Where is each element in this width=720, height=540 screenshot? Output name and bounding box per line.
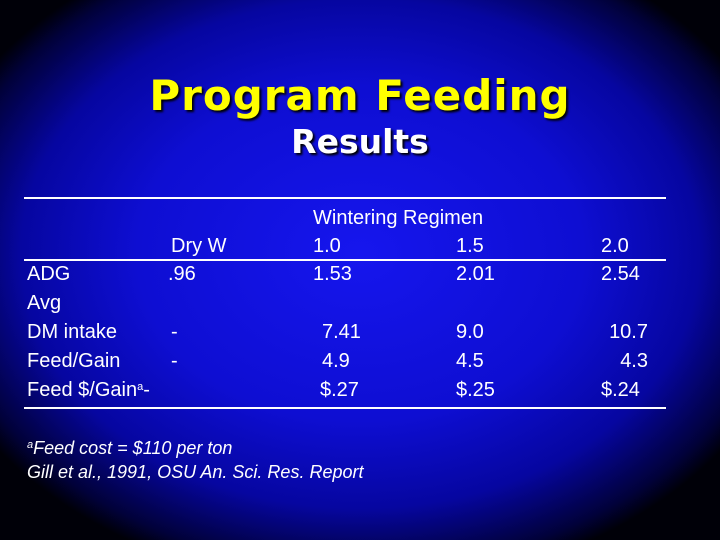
cell-dm-1-0: 7.41 [322, 321, 361, 343]
footnote-marker-a: a [137, 381, 144, 393]
cell-adg-2-0: 2.54 [601, 263, 640, 285]
column-header-1-5: 1.5 [456, 235, 484, 257]
cell-fg-2-0: 4.3 [620, 350, 648, 372]
cell-fcg-dry: - [143, 379, 150, 401]
header-rule [24, 259, 666, 261]
cell-fcg-2-0: $.24 [601, 379, 640, 401]
cell-adg-1-5: 2.01 [456, 263, 495, 285]
footnote-feed-cost-text: Feed cost = $110 per ton [33, 438, 233, 458]
column-header-dry-w: Dry W [171, 235, 227, 257]
column-header-2-0: 2.0 [601, 235, 629, 257]
cell-fg-1-5: 4.5 [456, 350, 484, 372]
cell-fg-1-0: 4.9 [322, 350, 350, 372]
footnote-marker: a [27, 439, 34, 451]
row-label-feed-gain: Feed/Gain [27, 350, 121, 372]
row-label-feed-cost-gain: Feed $/Gaina- [27, 378, 150, 402]
table-top-rule [24, 197, 666, 199]
cell-fg-dry: - [171, 350, 178, 372]
slide-subtitle: Results [291, 122, 429, 161]
row-label-avg: Avg [27, 292, 62, 314]
table-bottom-rule [24, 407, 666, 409]
group-header: Wintering Regimen [313, 207, 484, 229]
row-label-dm-intake: DM intake [27, 321, 118, 343]
row-label-feed-cost-gain-text: Feed $/Gain [27, 379, 138, 401]
cell-adg-dry: .96 [168, 263, 196, 285]
cell-dm-2-0: 10.7 [609, 321, 648, 343]
cell-dm-dry: - [171, 321, 178, 343]
cell-adg-1-0: 1.53 [313, 263, 352, 285]
cell-fcg-1-0: $.27 [320, 379, 359, 401]
row-label-adg: ADG [27, 263, 71, 285]
slide-title: Program Feeding [149, 71, 571, 120]
footnote-feed-cost: aFeed cost = $110 per ton [27, 437, 232, 459]
cell-fcg-1-5: $.25 [456, 379, 495, 401]
cell-dm-1-5: 9.0 [456, 321, 484, 343]
source-citation: Gill et al., 1991, OSU An. Sci. Res. Rep… [27, 462, 364, 482]
column-header-1-0: 1.0 [313, 235, 341, 257]
